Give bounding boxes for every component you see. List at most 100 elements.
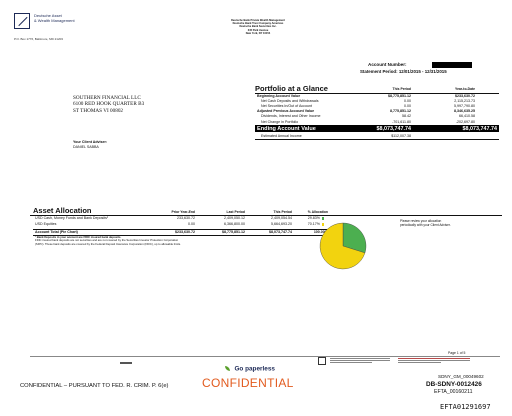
portfolio-row-label: Net Cash Deposits and Withdrawals — [261, 98, 319, 103]
portfolio-row: Net Securities In/Out of Account 0.00 5,99… — [255, 104, 499, 109]
footer-small-marker — [120, 362, 132, 364]
portfolio-row-ytd: 2,115,213.73 — [454, 98, 475, 103]
statement-period-value: 12/01/2015 - 12/31/2015 — [398, 69, 447, 74]
center-line: 345 Park Avenue — [247, 28, 269, 32]
portfolio-row-label: Dividends, Interest and Other Income — [261, 114, 321, 119]
allocation-row-last: 6,366,800.00 — [224, 222, 245, 226]
allocation-col-pct: % Allocation — [307, 210, 328, 214]
efta-small-id: EFTA_00160211 — [434, 389, 473, 395]
review-note-line2: periodically with your Client Adviser. — [400, 223, 451, 227]
equal-housing-logo — [318, 357, 326, 365]
allocation-row-prior: 0.00 — [188, 222, 195, 226]
fdic-note-title: ¹ Bank Deposits in your account are FDIC… — [35, 235, 122, 239]
bank-name-line2: & Wealth Management — [34, 18, 75, 23]
sdny-id: SDNY_GM_00049602 — [438, 374, 484, 379]
portfolio-row-this: -701,611.80 — [392, 119, 411, 124]
estimated-income-row: Estimated Annual Income $112,007.38 — [255, 134, 499, 139]
statement-period-label: Statement Period: — [360, 69, 398, 74]
center-header-block: Deutsche Bank Private Wealth Management … — [218, 19, 298, 35]
estimated-income-value: $112,007.38 — [391, 134, 411, 138]
center-line: Deutsche Bank Trust Company Americas — [232, 22, 284, 26]
fdic-note-line: FDIC insured bank deposits are not secur… — [35, 238, 179, 243]
portfolio-row: Beginning Account Value $8,775,851.12 $233… — [255, 94, 499, 99]
portfolio-row-this: 0.00 — [404, 103, 411, 108]
allocation-row-swatch — [322, 217, 325, 220]
efta-large-id: EFTA01291697 — [440, 403, 491, 411]
portfolio-title-rule — [255, 93, 499, 94]
portfolio-row-ytd: $233,630.72 — [455, 93, 475, 98]
portfolio-row: Dividends, Interest and Other Income 58.4… — [255, 114, 499, 119]
go-paperless-badge: Go paperless — [225, 360, 275, 378]
portfolio-row-label: Adjusted Previous Account Value — [257, 109, 315, 114]
logo-square-icon — [14, 13, 30, 29]
ending-account-value-bar: Ending Account Value $8,073,747.74 $8,07… — [255, 125, 499, 132]
portfolio-col-this-period: This Period — [392, 87, 411, 91]
page-number: Page 1 of 5 — [448, 351, 466, 355]
allocation-row-this: 5,664,693.20 — [271, 222, 292, 226]
asset-allocation-title: Asset Allocation — [33, 206, 92, 215]
account-number-label: Account Number: — [368, 62, 407, 67]
client-advisor-block: Your Client Adviser: DANIEL SABBA — [73, 140, 107, 149]
portfolio-row-this: 8,775,851.12 — [390, 109, 411, 114]
portfolio-row-label: Net Change in Portfolio — [261, 119, 299, 124]
account-number-row: Account Number: — [360, 62, 500, 69]
portfolio-row: Adjusted Previous Account Value 8,775,851… — [255, 109, 499, 114]
ending-account-value-this: $8,073,747.74 — [376, 125, 411, 132]
portfolio-row-ytd: 8,346,635.25 — [454, 109, 475, 114]
allocation-row-label: USD Cash, Money Funds and Bank Deposits¹ — [35, 216, 109, 220]
db-sdny-id: DB-SDNY-0012426 — [426, 381, 482, 388]
portfolio-row: Net Change in Portfolio -701,611.80 -202,6… — [255, 120, 499, 125]
allocation-total-last: $8,775,851.12 — [222, 229, 245, 234]
allocation-total-this: $8,073,747.74 — [269, 229, 292, 234]
portfolio-rows: Beginning Account Value $8,775,851.12 $233… — [255, 94, 499, 126]
allocation-total-pct: 100.00% — [313, 229, 328, 234]
center-line: Deutsche Bank Private Wealth Management — [231, 19, 285, 22]
footer-legal-text — [330, 358, 390, 366]
allocation-row-swatch — [322, 223, 325, 226]
review-allocation-note: Please review your allocation periodical… — [400, 219, 500, 227]
allocation-row-pct: 70.17% — [307, 222, 320, 226]
allocation-row-pct: 29.83% — [307, 216, 320, 220]
pie-slice-1 — [319, 222, 366, 270]
portfolio-row: Net Cash Deposits and Withdrawals 0.00 2,1… — [255, 99, 499, 104]
asset-allocation-section: Asset Allocation Prior Year-End Last Per… — [30, 206, 502, 266]
portfolio-row-label: Net Securities In/Out of Account — [261, 103, 312, 108]
pie-slice-0 — [342, 222, 367, 254]
allocation-row-prior: 233,630.72 — [177, 216, 195, 220]
client-advisor-name: DANIEL SABBA — [73, 144, 99, 149]
portfolio-row-ytd: 5,997,790.80 — [454, 103, 475, 108]
allocation-row: USD Cash, Money Funds and Bank Deposits¹… — [30, 216, 330, 221]
client-advisor-label: Your Client Adviser: — [73, 140, 108, 144]
allocation-rows: USD Cash, Money Funds and Bank Deposits¹… — [30, 216, 330, 228]
allocation-col-this: This Period — [273, 210, 292, 214]
portfolio-row-ytd: -202,697.80 — [455, 119, 475, 124]
po-box-address: P.O. Box 1776, Baltimore, MD 21203 — [14, 37, 63, 41]
allocation-col-prior: Prior Year-End — [171, 210, 196, 214]
portfolio-at-a-glance: Portfolio at a Glance This Period Year-t… — [255, 84, 499, 164]
account-number-redaction — [432, 62, 472, 68]
bank-logo — [14, 13, 30, 29]
ending-account-value-ytd: $8,073,747.74 — [462, 125, 497, 132]
ending-account-value-label: Ending Account Value — [257, 125, 316, 132]
bank-name: Deutsche Asset & Wealth Management — [34, 13, 75, 23]
allocation-row-label: USD Equities — [35, 222, 57, 226]
confidential-stamp: CONFIDENTIAL — [202, 376, 294, 390]
allocation-total-prior: $233,630.72 — [175, 229, 195, 234]
bank-name-line1: Deutsche Asset — [34, 13, 62, 18]
client-name: SOUTHERN FINANCIAL LLC — [73, 95, 141, 101]
allocation-pie-chart — [319, 222, 367, 270]
allocation-col-last: Last Period — [226, 210, 245, 214]
portfolio-row-label: Beginning Account Value — [257, 93, 301, 98]
fdic-note-line: (SIPC). These bank deposits are covered … — [35, 241, 181, 246]
client-address-line1: 6100 RED HOOK QUARTER B3 — [73, 101, 145, 108]
center-line: Deutsche Bank Securities Inc. — [239, 25, 277, 29]
go-paperless-text: Go paperless — [234, 365, 275, 373]
statement-period-row: Statement Period: 12/01/2015 - 12/31/201… — [360, 69, 500, 74]
confidential-legend: CONFIDENTIAL – PURSUANT TO FED. R. CRIM.… — [20, 383, 169, 389]
review-note-line1: Please review your allocation — [400, 219, 442, 223]
portfolio-row-ytd: 66,410.58 — [459, 114, 475, 119]
leaf-icon — [225, 366, 230, 372]
client-address-line2: ST THOMAS VI 00802 — [73, 107, 124, 114]
portfolio-title: Portfolio at a Glance — [255, 84, 328, 93]
allocation-row: USD Equities 0.00 6,366,800.00 5,664,693.20… — [30, 222, 330, 227]
